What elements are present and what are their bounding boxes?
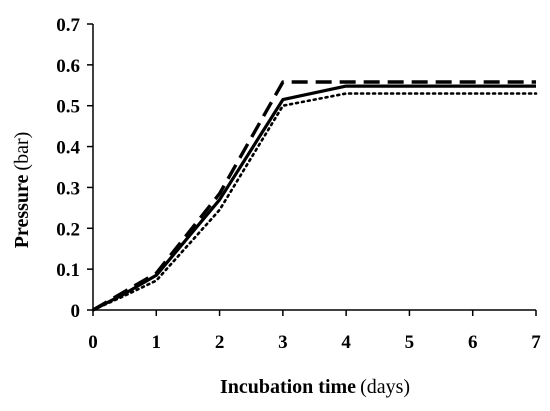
x-tick-label: 4 [341,332,351,353]
x-tick-label: 0 [88,332,98,353]
y-tick-label: 0.3 [56,178,80,199]
series-line-dashed [92,80,536,312]
x-tick-label: 7 [531,332,541,353]
series-line-solid [92,84,536,312]
y-tick-label: 0.1 [56,260,80,281]
y-axis-title-unit: (bar) [11,132,33,171]
x-tick-label: 5 [405,332,415,353]
svg-text:Pressure (bar): Pressure (bar) [11,132,33,249]
y-tick-label: 0.2 [56,219,80,240]
y-tick-label: 0 [71,301,81,322]
y-tick-label: 0.5 [56,97,80,118]
x-tick-label: 3 [278,332,288,353]
y-tick-label: 0.4 [56,138,80,159]
axes [92,24,536,311]
x-axis-title-unit: (days) [360,376,410,398]
series-group [91,80,538,312]
x-axis-title-main: Incubation time [220,376,356,398]
x-axis-ticks: 0 1 2 3 4 5 6 7 [88,310,541,353]
y-axis-title-main: Pressure [11,174,33,248]
y-tick-label: 0.6 [56,56,80,77]
y-axis-title: Pressure (bar) [11,132,33,249]
x-tick-label: 6 [468,332,478,353]
series-line-dotted [91,92,538,312]
y-tick-label: 0.7 [56,15,80,36]
y-axis-ticks: 0 0.1 0.2 0.3 0.4 0.5 0.6 0.7 [56,15,93,322]
x-tick-label: 2 [215,332,225,353]
x-tick-label: 1 [152,332,162,353]
svg-text:Incubation time (days): Incubation time (days) [220,376,410,398]
x-axis-title: Incubation time (days) [220,376,410,398]
